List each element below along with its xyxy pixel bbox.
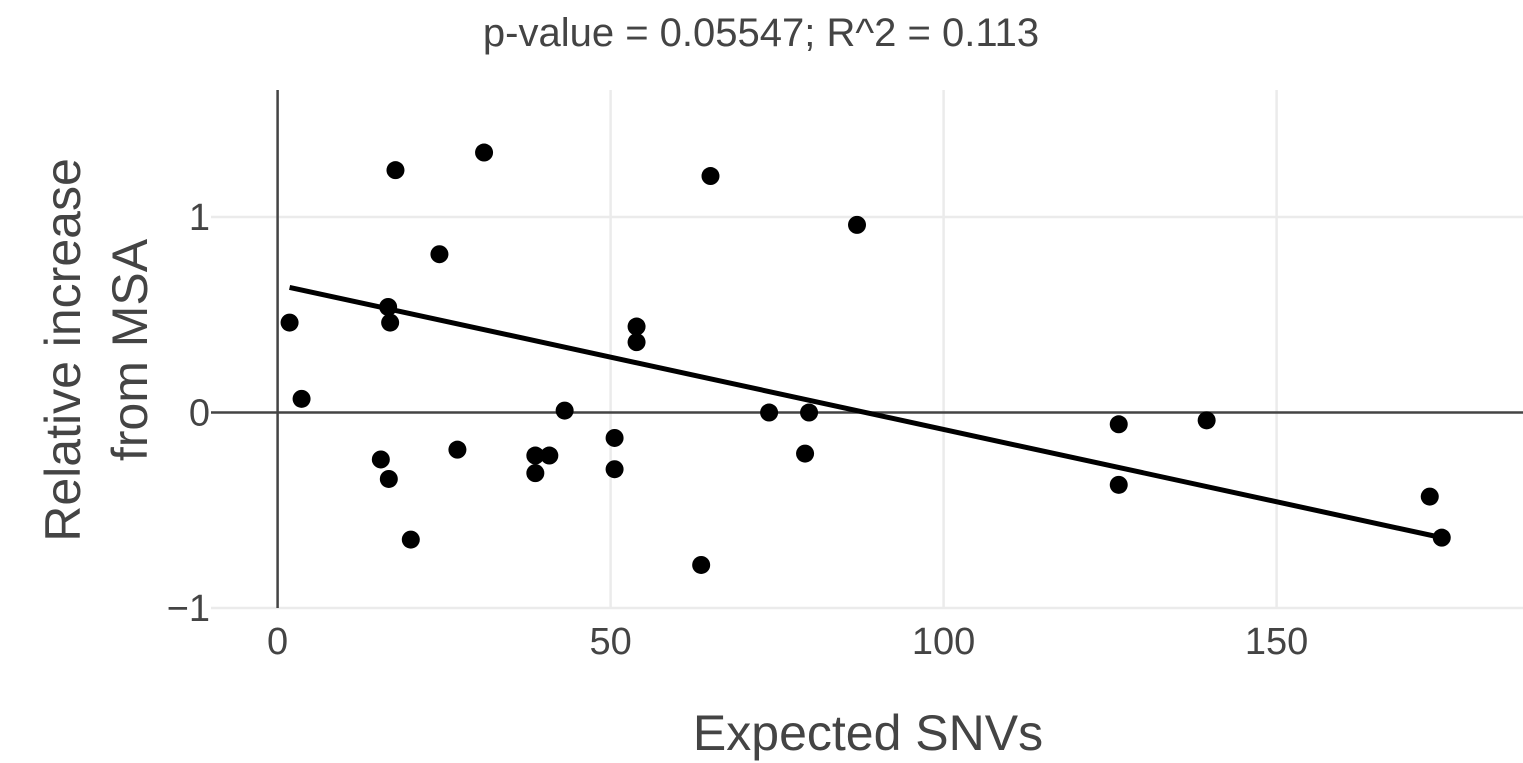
data-point	[381, 313, 400, 332]
data-point	[1109, 475, 1128, 494]
data-point	[280, 313, 299, 332]
x-tick-label: 100	[912, 621, 975, 663]
axes	[211, 90, 1523, 608]
data-point	[627, 333, 646, 352]
x-tick-label: 50	[589, 621, 631, 663]
x-tick-label: 0	[267, 621, 288, 663]
regression-line	[289, 284, 1443, 541]
data-point	[627, 317, 646, 336]
x-tick-label: 150	[1245, 621, 1308, 663]
data-point	[475, 143, 494, 162]
data-point	[292, 389, 311, 408]
data-points	[280, 143, 1451, 574]
x-axis-title: Expected SNVs	[693, 705, 1043, 761]
data-point	[430, 245, 449, 264]
data-point	[526, 446, 545, 465]
data-point	[701, 167, 720, 186]
data-point	[800, 403, 819, 422]
data-point	[526, 464, 545, 483]
fit-line-layer	[289, 284, 1443, 541]
chart-title: p-value = 0.05547; R^2 = 0.113	[483, 11, 1039, 55]
data-point	[1109, 415, 1128, 434]
data-point	[540, 446, 559, 465]
y-axis-title-line-1: Relative increase	[35, 158, 91, 542]
y-axis-title-line-2: from MSA	[102, 238, 158, 461]
data-point	[379, 469, 398, 488]
data-point	[371, 450, 390, 469]
y-tick-label: 1	[189, 197, 210, 239]
tick-labels: 0 50 100 150 −1 0 1	[167, 197, 1309, 663]
grid-lines	[211, 90, 1523, 610]
y-axis-title: Relative increase from MSA	[35, 158, 158, 542]
data-point	[796, 444, 815, 463]
y-tick-label: 0	[189, 393, 210, 435]
data-point	[1432, 528, 1451, 547]
data-point	[386, 161, 405, 180]
data-point	[1197, 411, 1216, 430]
data-point	[1420, 487, 1439, 506]
data-point	[379, 297, 398, 316]
data-point	[605, 460, 624, 479]
data-point	[401, 530, 420, 549]
data-point	[605, 428, 624, 447]
y-tick-label: −1	[167, 588, 210, 630]
data-point	[760, 403, 779, 422]
data-point	[555, 401, 574, 420]
data-point	[848, 215, 867, 234]
data-point	[692, 555, 711, 574]
data-point	[448, 440, 467, 459]
